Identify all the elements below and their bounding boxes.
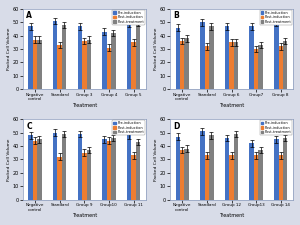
Y-axis label: Packed Cell Volume: Packed Cell Volume	[154, 138, 158, 181]
Bar	[37, 140, 42, 200]
Bar	[111, 138, 116, 200]
Bar	[234, 134, 238, 200]
Bar	[62, 25, 66, 89]
Bar	[250, 26, 254, 89]
Y-axis label: Packed Cell Volume: Packed Cell Volume	[154, 28, 158, 70]
X-axis label: Treatment: Treatment	[72, 213, 97, 218]
Bar	[102, 140, 107, 200]
Bar	[136, 142, 140, 200]
Bar	[86, 40, 91, 89]
Bar	[102, 32, 107, 89]
Bar	[107, 48, 111, 89]
Bar	[283, 41, 287, 89]
Legend: Pre-induction, Post-induction, Post-treatment: Pre-induction, Post-induction, Post-trea…	[260, 120, 292, 135]
Bar	[278, 155, 283, 200]
Bar	[205, 155, 209, 200]
X-axis label: Treatment: Treatment	[72, 103, 97, 108]
Text: B: B	[174, 11, 179, 20]
Bar	[107, 141, 111, 200]
Bar	[53, 21, 58, 89]
X-axis label: Treatment: Treatment	[219, 103, 244, 108]
Bar	[274, 22, 278, 89]
Y-axis label: Packed Cell Volume: Packed Cell Volume	[7, 28, 11, 70]
Bar	[258, 45, 263, 89]
Bar	[78, 26, 82, 89]
Bar	[127, 135, 131, 200]
Bar	[209, 135, 214, 200]
Bar	[184, 38, 189, 89]
Bar	[82, 153, 86, 200]
Bar	[274, 140, 278, 200]
Bar	[278, 46, 283, 89]
Bar	[82, 41, 86, 89]
Bar	[225, 26, 229, 89]
Bar	[28, 26, 33, 89]
Bar	[180, 41, 184, 89]
Y-axis label: Packed Cell Volume: Packed Cell Volume	[7, 138, 11, 181]
Bar	[180, 150, 184, 200]
Bar	[136, 22, 140, 89]
Bar	[58, 157, 62, 200]
Bar	[58, 45, 62, 89]
Legend: Pre-induction, Post-induction, Post-treatment: Pre-induction, Post-induction, Post-trea…	[112, 10, 145, 25]
Bar	[200, 131, 205, 200]
Bar	[254, 49, 258, 89]
Bar	[176, 28, 180, 89]
Bar	[53, 133, 58, 200]
X-axis label: Treatment: Treatment	[219, 213, 244, 218]
Bar	[209, 26, 214, 89]
Text: D: D	[174, 122, 180, 131]
Bar	[234, 42, 238, 89]
Bar	[28, 135, 33, 200]
Bar	[229, 155, 234, 200]
Bar	[205, 46, 209, 89]
Legend: Pre-induction, Post-induction, Post-treatment: Pre-induction, Post-induction, Post-trea…	[260, 10, 292, 25]
Text: C: C	[26, 122, 32, 131]
Bar	[176, 137, 180, 200]
Bar	[258, 150, 263, 200]
Bar	[127, 24, 131, 89]
Text: A: A	[26, 11, 32, 20]
Bar	[283, 138, 287, 200]
Bar	[254, 155, 258, 200]
Bar	[33, 40, 37, 89]
Legend: Pre-induction, Post-induction, Post-treatment: Pre-induction, Post-induction, Post-trea…	[112, 120, 145, 135]
Bar	[33, 141, 37, 200]
Bar	[111, 33, 116, 89]
Bar	[131, 155, 136, 200]
Bar	[184, 149, 189, 200]
Bar	[78, 134, 82, 200]
Bar	[229, 42, 234, 89]
Bar	[250, 143, 254, 200]
Bar	[86, 150, 91, 200]
Bar	[200, 22, 205, 89]
Bar	[225, 138, 229, 200]
Bar	[131, 42, 136, 89]
Bar	[62, 134, 66, 200]
Bar	[37, 40, 42, 89]
